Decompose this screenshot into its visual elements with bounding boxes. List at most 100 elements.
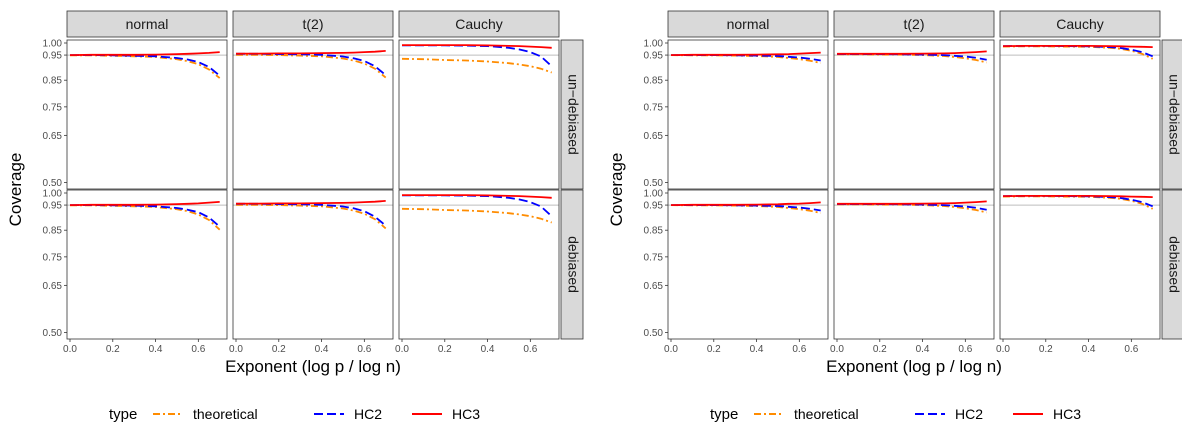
y-tick-label: 0.65 (43, 131, 63, 142)
x-tick-label: 0.0 (996, 344, 1010, 355)
x-tick-label: 0.4 (916, 344, 930, 355)
panel (999, 39, 1161, 190)
column-strip (833, 10, 995, 38)
series-line-hc3 (69, 51, 220, 56)
panel (398, 39, 560, 190)
x-tick-label: 0.0 (229, 344, 243, 355)
y-tick-label: 0.50 (644, 328, 664, 339)
y-tick-label: 0.95 (644, 201, 664, 212)
row-strip (1161, 189, 1182, 340)
series-line-hc3 (837, 200, 987, 205)
y-tick-label: 0.95 (43, 201, 63, 212)
legend-label: HC2 (955, 406, 983, 422)
panel: 0.0 0.2 0.4 0.6 (229, 189, 394, 355)
row-strip-label: un−debiased (1166, 74, 1182, 155)
legend-title: type (109, 406, 137, 423)
panel: 0.50 0.65 0.75 0.85 0.951.00 (43, 39, 228, 190)
column-strip (398, 10, 560, 38)
panel-border (667, 189, 829, 340)
column-strip-label: Cauchy (1056, 16, 1103, 32)
y-tick-label: 0.75 (43, 102, 63, 113)
panel-border (833, 39, 995, 190)
x-tick-label: 0.6 (523, 344, 537, 355)
panel-background (1000, 40, 1160, 189)
panel-border (999, 39, 1161, 190)
panel-background (399, 40, 559, 189)
panel-border (999, 189, 1161, 340)
panel-background (67, 40, 227, 189)
column-strip-label: t(2) (303, 16, 324, 32)
legend: type theoretical HC2 HC3 (710, 406, 1081, 423)
panel-border (66, 189, 228, 340)
x-tick-label: 0.2 (1039, 344, 1053, 355)
y-tick-label: 0.85 (43, 226, 63, 237)
y-tick-label: 0.50 (43, 328, 63, 339)
panel-border (66, 39, 228, 190)
series-line-hc3 (1002, 45, 1153, 48)
series-line-theoretical (236, 53, 387, 79)
y-axis-title: Coverage (6, 153, 25, 227)
chart-1: normal t(2) Cauchyun−debiaseddebiased0.500… (6, 10, 584, 423)
panel-border (833, 189, 995, 340)
y-tick-label: 0.65 (43, 281, 63, 292)
x-tick-label: 0.6 (958, 344, 972, 355)
panel-background (399, 190, 559, 339)
x-tick-label: 0.6 (191, 344, 205, 355)
column-strip (667, 10, 829, 38)
panel-border (398, 39, 560, 190)
series-line-theoretical (401, 57, 553, 74)
series-line-hc3 (69, 201, 220, 206)
panel: 0.0 0.2 0.4 0.6 0.50 0.65 0.75 0.85 0.951.00 (644, 189, 829, 355)
column-strip (999, 10, 1161, 38)
series-line-hc3 (402, 44, 552, 49)
y-tick-label: 0.95 (43, 51, 63, 62)
y-axis-title: Coverage (607, 153, 626, 227)
panel-border (232, 39, 394, 190)
column-strip (232, 10, 394, 38)
legend: type theoretical HC2 HC3 (109, 406, 480, 423)
panel: 0.0 0.2 0.4 0.6 (996, 189, 1161, 355)
legend-label: theoretical (193, 406, 258, 422)
y-tick-label: 0.75 (644, 252, 664, 263)
panel-background (668, 40, 828, 189)
x-tick-label: 0.2 (106, 344, 120, 355)
column-strip (66, 10, 228, 38)
x-tick-label: 0.6 (357, 344, 371, 355)
y-tick-label: 0.85 (43, 76, 63, 87)
row-strip (1161, 39, 1182, 190)
x-tick-label: 0.6 (792, 344, 806, 355)
chart-2: normal t(2) Cauchyun−debiaseddebiased0.500… (607, 10, 1182, 423)
series-line-theoretical (401, 207, 553, 224)
panel: 0.50 0.65 0.75 0.85 0.951.00 (644, 39, 829, 190)
panel-border (667, 39, 829, 190)
panel (232, 39, 394, 190)
panel-background (668, 190, 828, 339)
legend-label: HC2 (354, 406, 382, 422)
row-strip (560, 39, 584, 190)
series-line-hc3 (402, 194, 552, 199)
y-tick-label: 0.75 (644, 102, 664, 113)
series-line-hc3 (236, 50, 386, 55)
legend-label: HC3 (452, 406, 480, 422)
panel: 0.0 0.2 0.4 0.6 (830, 189, 995, 355)
y-tick-label: 0.65 (644, 281, 664, 292)
panel: 0.0 0.2 0.4 0.6 0.50 0.65 0.75 0.85 0.951.00 (43, 189, 228, 355)
legend-label: HC3 (1053, 406, 1081, 422)
panel (833, 39, 995, 190)
panel-background (67, 190, 227, 339)
y-tick-label: 0.65 (644, 131, 664, 142)
panel-background (1000, 190, 1160, 339)
x-tick-label: 0.4 (481, 344, 495, 355)
series-line-hc3 (670, 201, 821, 206)
x-tick-label: 0.4 (315, 344, 329, 355)
x-tick-label: 0.2 (272, 344, 286, 355)
y-tick-label: 0.50 (43, 178, 63, 189)
panel: 0.0 0.2 0.4 0.6 (395, 189, 560, 355)
row-strip (560, 189, 584, 340)
x-tick-label: 0.0 (664, 344, 678, 355)
series-line-hc3 (837, 50, 987, 55)
legend-label: theoretical (794, 406, 859, 422)
x-tick-label: 0.4 (149, 344, 163, 355)
